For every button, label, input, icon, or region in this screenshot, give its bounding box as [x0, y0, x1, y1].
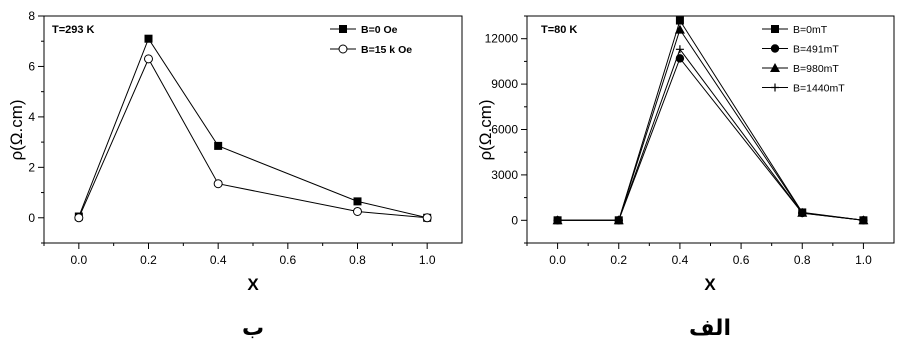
- data-point: [675, 45, 684, 54]
- data-point: [553, 216, 562, 225]
- temperature-annotation: T=293 K: [52, 24, 95, 36]
- data-point: [144, 34, 153, 43]
- legend-label: B=1440mT: [793, 83, 845, 95]
- legend-label: B=15 k Oe: [361, 44, 412, 56]
- chart-panel-1: 0.0 0.2 0.4 0.6 0.8 1.0 0 3000 6000 9000 12000 T=80…: [476, 15, 895, 341]
- data-point: [859, 216, 868, 225]
- data-point: [674, 24, 685, 34]
- y-axis-label: ρ(Ω.cm): [7, 99, 26, 160]
- x-axis-label: X: [247, 275, 259, 294]
- x-tick-label: 1.0: [419, 253, 436, 267]
- data-point: [675, 16, 684, 25]
- data-point: [213, 179, 223, 189]
- panel-caption: ب: [242, 316, 264, 341]
- data-point: [798, 209, 807, 218]
- y-tick-label: 3000: [491, 168, 518, 182]
- y-tick-label: 12000: [485, 32, 519, 46]
- y-tick-label: 0: [511, 213, 518, 227]
- y-tick-label: 4: [28, 110, 35, 124]
- data-point: [353, 206, 362, 216]
- data-point: [144, 54, 153, 64]
- data-point: [214, 141, 223, 150]
- y-tick-label: 6: [28, 59, 35, 73]
- x-tick-label: 0.6: [279, 253, 296, 267]
- x-tick-label: 0.4: [210, 253, 227, 267]
- data-point: [614, 216, 623, 225]
- data-point: [353, 197, 362, 206]
- x-tick-label: 0.4: [672, 253, 689, 267]
- x-tick-label: 0.2: [140, 253, 157, 267]
- legend-marker: [771, 25, 779, 33]
- x-tick-label: 0.0: [70, 253, 87, 267]
- y-axis-label: ρ(Ω.cm): [476, 99, 495, 160]
- y-tick-label: 0: [28, 211, 35, 225]
- x-axis-label: X: [704, 275, 716, 294]
- legend-marker: [771, 83, 779, 92]
- legend-label: B=0mT: [793, 24, 828, 36]
- data-point: [74, 213, 84, 223]
- data-point: [422, 213, 432, 223]
- legend-marker: [339, 25, 347, 33]
- x-tick-label: 0.2: [610, 253, 627, 267]
- panel-caption: الف: [689, 316, 731, 341]
- legend-marker: [338, 44, 348, 54]
- y-tick-label: 8: [28, 9, 35, 23]
- legend-marker: [770, 44, 780, 53]
- legend-label: B=980mT: [793, 63, 839, 75]
- series-line: [557, 28, 864, 221]
- x-tick-label: 0.8: [794, 253, 811, 267]
- legend-label: B=0 Oe: [361, 24, 398, 36]
- y-tick-label: 9000: [491, 77, 518, 91]
- y-tick-label: 6000: [491, 123, 518, 137]
- plot-frame: [526, 15, 895, 244]
- x-tick-label: 0.6: [733, 253, 750, 267]
- legend-marker: [770, 63, 780, 72]
- x-tick-label: 0.0: [549, 253, 566, 267]
- x-tick-label: 0.8: [349, 253, 366, 267]
- temperature-annotation: T=80 K: [541, 24, 577, 36]
- y-tick-label: 2: [28, 160, 35, 174]
- x-tick-label: 1.0: [855, 253, 872, 267]
- legend-label: B=491mT: [793, 44, 839, 56]
- chart-panel-0: 0.0 0.2 0.4 0.6 0.8 1.0 0 2 4 6 8 T=293 K B=0 Oe B=15…: [7, 9, 463, 341]
